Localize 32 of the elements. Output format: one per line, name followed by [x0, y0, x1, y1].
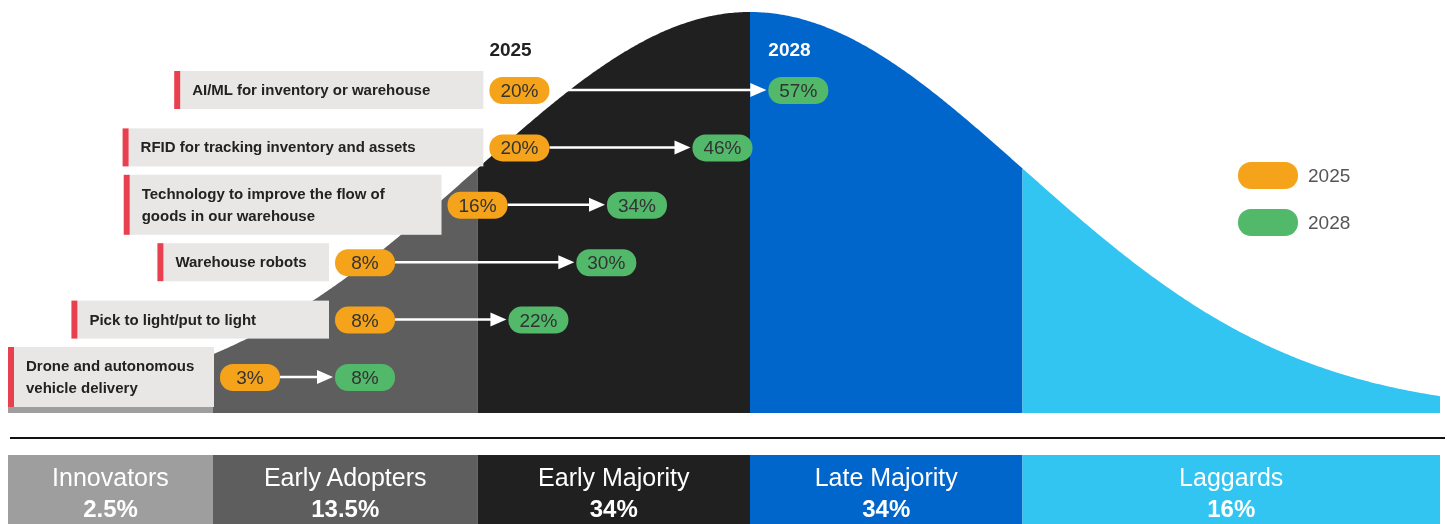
category-label: Innovators	[52, 463, 169, 491]
category-label: Late Majority	[814, 463, 959, 491]
data-label: 8%	[351, 252, 379, 274]
category-label: Technology to improve the flow of goods in our warehouse	[141, 184, 386, 224]
data-label: 8%	[351, 309, 379, 331]
category-label: AI/ML for inventory or warehouse	[192, 81, 431, 98]
legend-label: 2025	[1308, 165, 1351, 186]
data-label: 3%	[236, 367, 264, 388]
text: 2025	[489, 39, 532, 60]
data-label: 16%	[1207, 495, 1256, 522]
data-label: 20%	[500, 80, 539, 101]
data-label: 30%	[587, 252, 626, 274]
data-label: 57%	[779, 80, 818, 101]
data-label: 22%	[519, 309, 558, 331]
data-label: 34%	[862, 495, 911, 522]
data-label: 13.5%	[311, 495, 380, 522]
category-label: Warehouse robots	[175, 253, 307, 271]
data-label: 16%	[458, 194, 497, 216]
data-label: 34%	[589, 495, 638, 522]
category-label: Pick to light/put to light	[89, 310, 257, 328]
category-label: Early Adopters	[263, 463, 427, 491]
category-label: Drone and autonomous vehicle delivery	[26, 357, 195, 396]
data-label: 46%	[703, 137, 742, 159]
data-label: 20%	[500, 137, 539, 159]
data-label: 34%	[617, 194, 657, 216]
data-label: 2.5%	[83, 495, 138, 522]
text: 2028	[768, 39, 811, 60]
category-label: RFID for tracking inventory and assets	[140, 138, 416, 156]
category-label: Early Majority	[538, 463, 690, 491]
data-label: 8%	[351, 367, 379, 388]
legend-label: 2028	[1308, 212, 1351, 233]
category-label: Laggards	[1179, 463, 1284, 491]
